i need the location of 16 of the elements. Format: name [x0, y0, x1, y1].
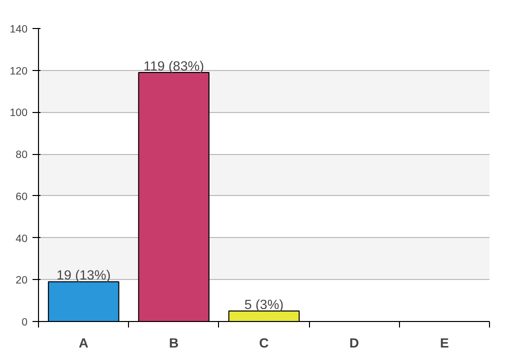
- x-tick-label: E: [440, 336, 449, 350]
- x-tick-label: D: [349, 336, 360, 350]
- y-tick-label: 0: [22, 316, 28, 328]
- y-tick-label: 60: [16, 190, 28, 203]
- x-tick-label: B: [168, 336, 179, 350]
- y-tick-label: 100: [10, 107, 28, 120]
- data-label: 119 (83%): [144, 58, 204, 74]
- x-tick-label: A: [78, 336, 89, 350]
- y-tick-label: 20: [16, 274, 28, 287]
- y-tick-label: 80: [16, 149, 28, 162]
- data-label: 19 (13%): [56, 268, 111, 283]
- y-tick-label: 120: [10, 65, 28, 78]
- y-tick-label: 40: [16, 232, 28, 245]
- y-tick-label: 140: [10, 24, 28, 36]
- data-label: 5 (3%): [244, 297, 284, 312]
- x-tick-label: C: [259, 336, 270, 350]
